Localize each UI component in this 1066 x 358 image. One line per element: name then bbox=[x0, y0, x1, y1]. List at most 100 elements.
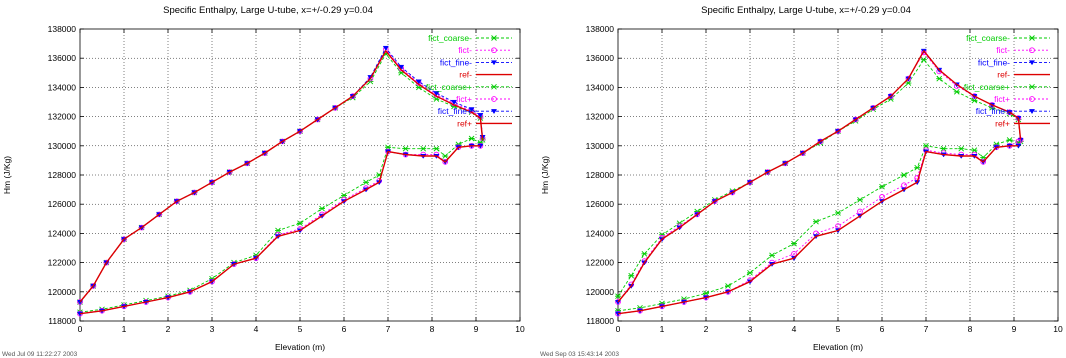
data-point bbox=[415, 79, 422, 85]
legend: fict_coarse-fict-fict_fine-ref-fict_coar… bbox=[426, 33, 512, 128]
data-point bbox=[641, 251, 648, 257]
data-point bbox=[923, 142, 929, 149]
legend-marker bbox=[491, 83, 497, 90]
y-tick-label: 138000 bbox=[48, 24, 77, 34]
enthalpy-chart-right: Specific Enthalpy, Large U-tube, x=+/-0.… bbox=[540, 5, 1063, 358]
y-tick-label: 132000 bbox=[586, 112, 615, 122]
data-point bbox=[940, 145, 947, 152]
x-tick-label: 4 bbox=[254, 324, 259, 334]
x-tick-label: 7 bbox=[924, 324, 929, 334]
timestamp: Wed Sep 03 15:43:14 2003 bbox=[540, 351, 619, 358]
series-fict- bbox=[77, 46, 486, 305]
x-axis-label: Elevation (m) bbox=[275, 342, 325, 352]
data-point bbox=[901, 172, 907, 178]
data-point bbox=[835, 210, 841, 216]
y-tick-label: 136000 bbox=[48, 53, 77, 63]
y-tick-label: 122000 bbox=[586, 258, 615, 268]
y-tick-label: 124000 bbox=[48, 228, 77, 238]
data-point bbox=[433, 91, 440, 97]
data-point bbox=[615, 293, 621, 299]
x-tick-label: 10 bbox=[515, 324, 525, 334]
y-tick-label: 118000 bbox=[48, 316, 76, 326]
x-tick-label: 0 bbox=[78, 324, 83, 334]
series-fict_coarse+ bbox=[77, 135, 484, 316]
data-point bbox=[450, 99, 458, 105]
data-point bbox=[953, 88, 960, 95]
timestamp: Wed Jul 09 11:22:27 2003 bbox=[2, 351, 78, 358]
x-tick-label: 7 bbox=[386, 324, 391, 334]
y-tick-label: 126000 bbox=[586, 199, 615, 209]
series-fict_fine- bbox=[76, 45, 486, 305]
data-point bbox=[791, 240, 797, 247]
legend-marker bbox=[1029, 83, 1035, 90]
legend-label: ref+ bbox=[995, 118, 1010, 128]
data-point bbox=[382, 45, 389, 51]
chart-title: Specific Enthalpy, Large U-tube, x=+/-0.… bbox=[163, 5, 373, 16]
legend-marker bbox=[490, 109, 498, 115]
x-tick-label: 9 bbox=[474, 324, 479, 334]
series-ref+ bbox=[79, 145, 481, 315]
data-point bbox=[769, 252, 775, 259]
y-tick-label: 134000 bbox=[48, 82, 77, 92]
legend: fict_coarse-fict-fict_fine-ref-fict_coar… bbox=[964, 33, 1050, 128]
series-ref- bbox=[79, 49, 484, 303]
data-point bbox=[420, 145, 427, 152]
y-tick-label: 118000 bbox=[586, 316, 614, 326]
data-point bbox=[703, 290, 709, 297]
legend-marker bbox=[1029, 96, 1035, 102]
legend-label: fict_coarse+ bbox=[426, 82, 472, 92]
x-tick-label: 8 bbox=[968, 324, 973, 334]
data-point bbox=[1006, 137, 1013, 143]
y-tick-label: 126000 bbox=[48, 199, 77, 209]
data-point bbox=[901, 182, 907, 189]
x-tick-label: 1 bbox=[122, 324, 127, 334]
y-axis-label: Hm (J/Kg) bbox=[2, 156, 12, 194]
x-tick-label: 6 bbox=[880, 324, 885, 334]
series-line bbox=[617, 139, 1019, 312]
legend-label: fict_fine- bbox=[978, 57, 1010, 67]
data-point bbox=[363, 179, 369, 186]
series-ref+ bbox=[617, 145, 1019, 315]
data-point bbox=[628, 272, 635, 279]
series-fict_coarse+ bbox=[615, 137, 1022, 314]
data-point bbox=[914, 164, 921, 171]
data-point bbox=[433, 145, 440, 152]
y-tick-label: 136000 bbox=[586, 53, 615, 63]
legend-label: fict+ bbox=[456, 94, 472, 104]
series-line bbox=[617, 49, 1022, 303]
grid bbox=[80, 29, 520, 321]
legend-marker bbox=[491, 96, 497, 102]
series-line bbox=[617, 140, 1019, 315]
grid bbox=[618, 29, 1058, 321]
y-tick-label: 128000 bbox=[48, 170, 77, 180]
y-tick-label: 120000 bbox=[48, 287, 77, 297]
data-point bbox=[275, 227, 281, 234]
data-point bbox=[385, 144, 391, 151]
data-point bbox=[319, 205, 325, 212]
legend-marker bbox=[490, 60, 498, 66]
series-line bbox=[617, 50, 1022, 303]
x-tick-label: 4 bbox=[792, 324, 797, 334]
y-tick-label: 134000 bbox=[586, 82, 615, 92]
legend-label: fict+ bbox=[994, 94, 1010, 104]
series-fict+ bbox=[615, 138, 1022, 317]
data-point bbox=[442, 153, 449, 159]
x-tick-label: 6 bbox=[342, 324, 347, 334]
legend-marker bbox=[1029, 35, 1035, 41]
x-tick-label: 3 bbox=[748, 324, 753, 334]
series-ref- bbox=[617, 49, 1022, 303]
series-line bbox=[617, 145, 1019, 315]
x-tick-label: 2 bbox=[704, 324, 709, 334]
data-point bbox=[297, 220, 303, 226]
x-tick-label: 5 bbox=[298, 324, 303, 334]
legend-marker bbox=[1029, 47, 1035, 54]
legend-label: fict_coarse- bbox=[966, 33, 1010, 43]
x-axis-label: Elevation (m) bbox=[813, 342, 863, 352]
legend-label: fict_fine+ bbox=[976, 106, 1010, 116]
y-tick-label: 124000 bbox=[586, 228, 615, 238]
data-point bbox=[468, 107, 475, 113]
series-line bbox=[617, 58, 1022, 297]
y-axis-label: Hm (J/Kg) bbox=[540, 156, 550, 194]
legend-label: ref- bbox=[459, 70, 472, 80]
legend-marker bbox=[491, 47, 497, 54]
